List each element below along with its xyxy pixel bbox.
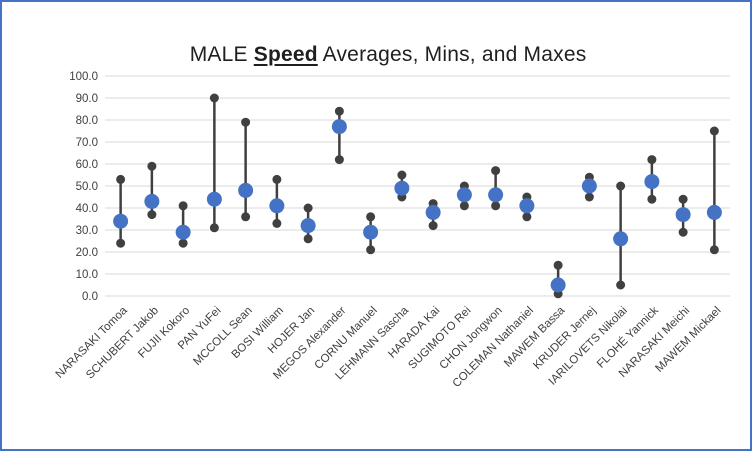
avg-marker xyxy=(300,218,316,234)
min-marker xyxy=(272,218,282,228)
min-marker xyxy=(209,223,219,233)
y-axis-tick-label: 50.0 xyxy=(76,181,98,193)
avg-marker xyxy=(363,224,379,240)
min-marker xyxy=(147,210,157,220)
y-axis-tick-label: 10.0 xyxy=(76,269,98,281)
chart-title-emphasis: Speed xyxy=(253,43,318,66)
min-marker xyxy=(428,221,438,231)
min-marker xyxy=(334,155,344,165)
min-marker xyxy=(709,245,719,255)
avg-marker xyxy=(644,174,660,190)
y-axis-tick-label: 100.0 xyxy=(69,71,98,83)
max-marker xyxy=(616,181,626,191)
avg-marker xyxy=(394,180,410,196)
min-marker xyxy=(459,201,469,211)
min-marker xyxy=(178,238,188,248)
y-axis-tick-label: 40.0 xyxy=(76,203,98,215)
avg-marker xyxy=(425,204,441,220)
avg-marker xyxy=(175,224,191,240)
chart-title-prefix: MALE xyxy=(189,43,254,66)
avg-marker xyxy=(550,277,566,293)
min-marker xyxy=(303,234,313,244)
y-axis-tick-label: 0.0 xyxy=(82,291,98,303)
max-marker xyxy=(366,212,376,222)
min-marker xyxy=(616,280,626,290)
max-marker xyxy=(303,203,313,213)
y-axis-tick-label: 60.0 xyxy=(76,159,98,171)
min-marker xyxy=(116,238,126,248)
chart-title: MALE Speed Averages, Mins, and Maxes xyxy=(2,19,750,91)
max-marker xyxy=(491,166,501,176)
avg-marker xyxy=(675,207,691,223)
min-marker xyxy=(491,201,501,211)
avg-marker xyxy=(706,204,722,220)
min-marker xyxy=(366,245,376,255)
avg-marker xyxy=(331,119,347,135)
max-marker xyxy=(553,260,563,270)
max-marker xyxy=(678,194,688,204)
min-marker xyxy=(522,212,532,222)
max-marker xyxy=(397,170,407,180)
y-axis-tick-label: 20.0 xyxy=(76,247,98,259)
avg-marker xyxy=(238,182,254,198)
min-marker xyxy=(584,192,594,202)
max-marker xyxy=(209,93,219,103)
avg-marker xyxy=(206,191,222,207)
max-marker xyxy=(334,106,344,116)
max-marker xyxy=(116,174,126,184)
avg-marker xyxy=(519,198,535,214)
max-marker xyxy=(147,161,157,171)
min-marker xyxy=(647,194,657,204)
max-marker xyxy=(241,117,251,127)
avg-marker xyxy=(613,231,629,247)
chart-title-suffix: Averages, Mins, and Maxes xyxy=(317,43,587,66)
avg-marker xyxy=(456,187,472,203)
y-axis-tick-label: 70.0 xyxy=(76,137,98,149)
avg-marker xyxy=(269,198,285,214)
min-marker xyxy=(678,227,688,237)
y-axis-tick-label: 90.0 xyxy=(76,93,98,105)
max-marker xyxy=(178,201,188,211)
min-marker xyxy=(241,212,251,222)
avg-marker xyxy=(144,193,160,209)
y-axis-tick-label: 30.0 xyxy=(76,225,98,237)
max-marker xyxy=(709,126,719,136)
avg-marker xyxy=(113,213,129,229)
y-axis-tick-label: 80.0 xyxy=(76,115,98,127)
avg-marker xyxy=(581,178,597,194)
max-marker xyxy=(272,174,282,184)
max-marker xyxy=(647,155,657,165)
avg-marker xyxy=(488,187,504,203)
